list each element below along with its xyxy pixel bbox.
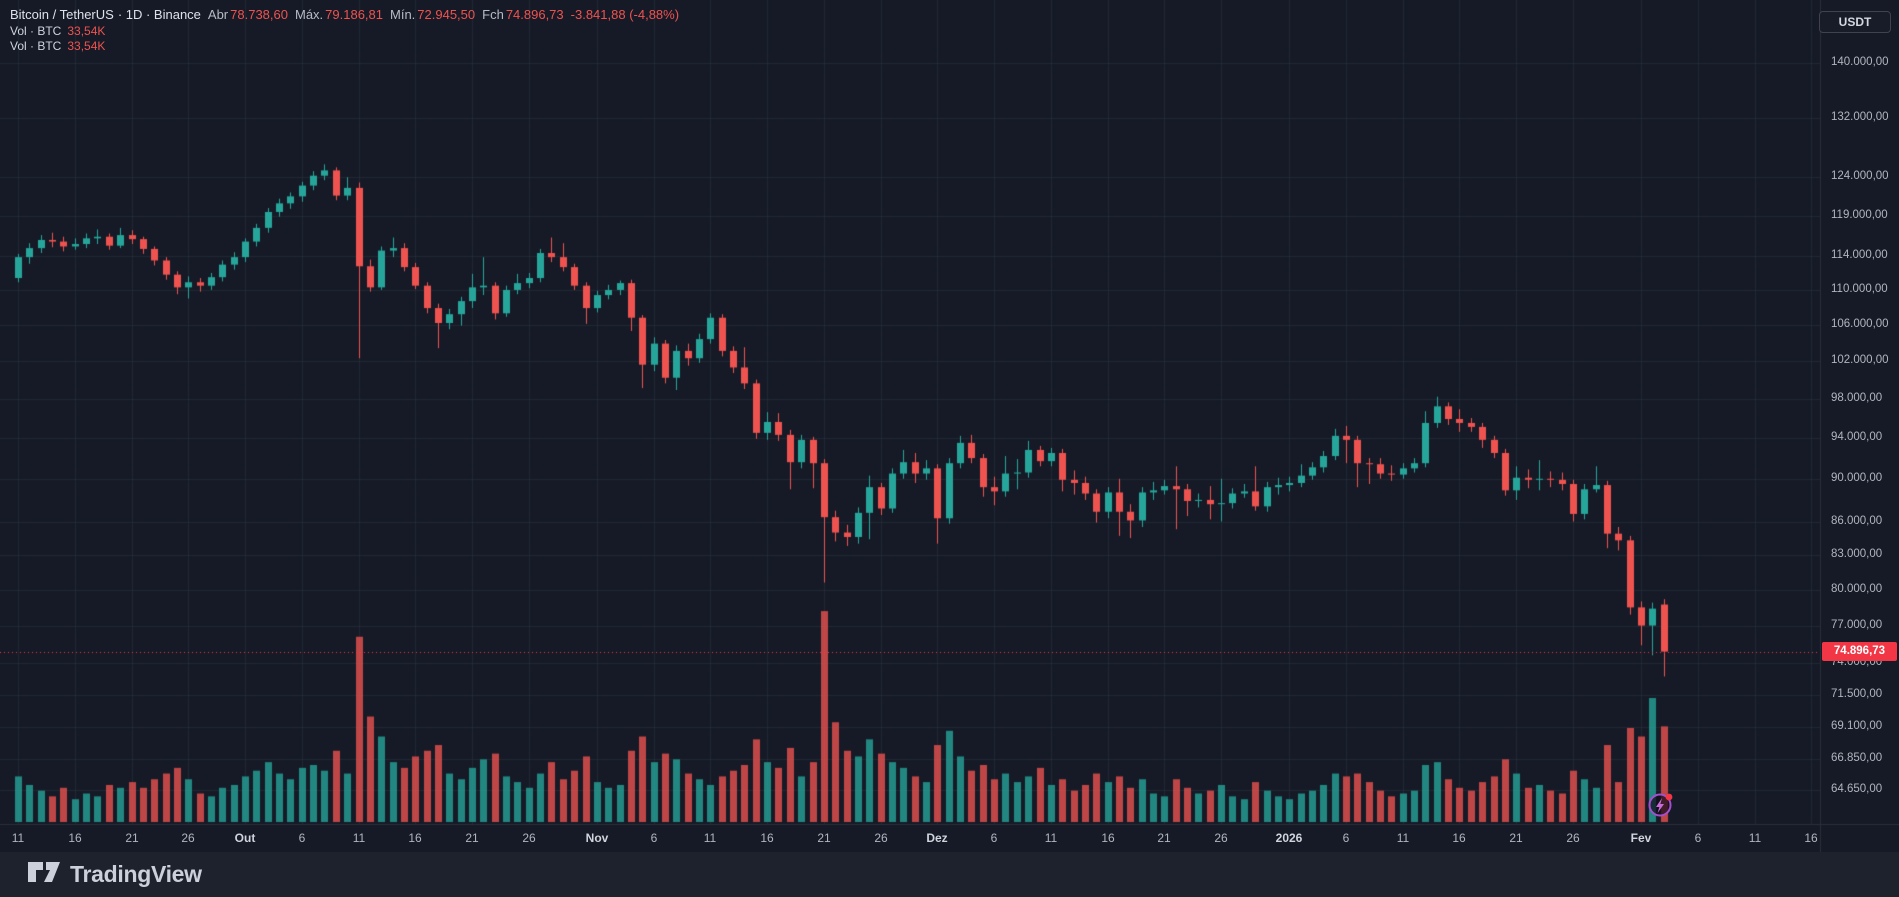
candlestick-chart-canvas[interactable]	[0, 0, 1899, 852]
symbol-meta: · 1D · Binance	[117, 7, 201, 22]
time-axis-label: 11	[703, 831, 717, 845]
time-axis-label: Out	[234, 831, 256, 845]
time-axis-label: 21	[1509, 831, 1523, 845]
time-axis-label: 26	[181, 831, 195, 845]
time-axis-label: Dez	[926, 831, 948, 845]
close-label: Fch	[482, 7, 504, 22]
volume-legend-row[interactable]: Vol · BTC 33,54K	[10, 23, 679, 38]
open-label: Abr	[207, 7, 229, 22]
tradingview-logo[interactable]: TradingView	[27, 859, 202, 890]
tradingview-logo-icon	[27, 859, 61, 890]
time-axis-label: 11	[1044, 831, 1058, 845]
time-axis-label: 11	[352, 831, 366, 845]
price-axis-label: 90.000,00	[1831, 472, 1883, 484]
watermark-bar: TradingView	[0, 852, 1899, 897]
price-axis-label: 124.000,00	[1831, 170, 1889, 182]
time-axis-label: 6	[1342, 831, 1350, 845]
time-axis-label: 21	[1157, 831, 1171, 845]
price-axis-label: 106.000,00	[1831, 318, 1889, 330]
price-axis-label: 64.650,00	[1831, 783, 1883, 795]
time-axis-label: 21	[125, 831, 139, 845]
time-axis-label: 26	[874, 831, 888, 845]
time-axis-label: 6	[650, 831, 658, 845]
price-axis-label: 98.000,00	[1831, 392, 1883, 404]
time-axis-label: 11	[1748, 831, 1762, 845]
high-value: 79.186,81	[325, 7, 383, 22]
price-axis-label: 102.000,00	[1831, 354, 1889, 366]
price-axis-label: 140.000,00	[1831, 56, 1889, 68]
price-axis-label: 77.000,00	[1831, 619, 1883, 631]
time-axis-label: 26	[1214, 831, 1228, 845]
time-axis-label: 26	[1566, 831, 1580, 845]
time-axis-label: 21	[817, 831, 831, 845]
last-price-tag[interactable]: 74.896,73	[1822, 642, 1897, 661]
price-axis-label: 94.000,00	[1831, 431, 1883, 443]
chart-legend: Bitcoin / TetherUS · 1D · Binance Abr 78.73…	[10, 7, 679, 53]
lightning-events-icon[interactable]	[1647, 790, 1675, 818]
time-axis-label: 16	[1804, 831, 1818, 845]
time-axis-label: 6	[990, 831, 998, 845]
time-axis-label: 16	[1452, 831, 1466, 845]
currency-usdt-button[interactable]: USDT	[1819, 11, 1891, 33]
price-axis-label: 114.000,00	[1831, 249, 1888, 261]
time-axis-label: 16	[408, 831, 422, 845]
price-axis-label: 110.000,00	[1831, 283, 1888, 295]
symbol-legend-row: Bitcoin / TetherUS · 1D · Binance Abr 78.73…	[10, 7, 679, 22]
time-axis-label: 2026	[1275, 831, 1303, 845]
price-axis-label: 86.000,00	[1831, 515, 1883, 527]
price-axis-label: 119.000,00	[1831, 209, 1888, 221]
change-value: -3.841,88 (-4,88%)	[570, 7, 680, 22]
time-axis-label: 11	[1396, 831, 1410, 845]
price-axis-label: 80.000,00	[1831, 583, 1883, 595]
price-axis-label: 132.000,00	[1831, 111, 1889, 123]
time-axis-label: 21	[465, 831, 479, 845]
time-axis-label: 16	[68, 831, 82, 845]
time-axis-label: Fev	[1630, 831, 1652, 845]
low-label: Mín.	[390, 7, 416, 22]
time-axis-label: 16	[1101, 831, 1115, 845]
volume-label: Vol · BTC	[10, 39, 62, 53]
time-axis-label: 6	[298, 831, 306, 845]
volume-value: 33,54K	[67, 39, 106, 53]
open-value: 78.738,60	[230, 7, 288, 22]
price-axis-label: 83.000,00	[1831, 548, 1883, 560]
time-axis-label: 26	[522, 831, 536, 845]
high-label: Máx.	[294, 7, 324, 22]
volume-label: Vol · BTC	[10, 24, 62, 38]
volume-legend-row[interactable]: Vol · BTC 33,54K	[10, 38, 679, 53]
time-axis-label: 16	[760, 831, 774, 845]
price-axis-label: 71.500,00	[1831, 688, 1883, 700]
time-axis-label: 11	[11, 831, 25, 845]
close-value: 74.896,73	[505, 7, 564, 22]
tradingview-logo-text: TradingView	[70, 861, 202, 887]
time-axis-label: Nov	[585, 831, 609, 845]
low-value: 72.945,50	[417, 7, 476, 22]
price-axis-label: 69.100,00	[1831, 720, 1883, 732]
time-axis-label: 6	[1694, 831, 1702, 845]
volume-value: 33,54K	[67, 24, 106, 38]
symbol-title[interactable]: Bitcoin / TetherUS	[10, 7, 114, 22]
price-axis-label: 66.850,00	[1831, 752, 1883, 764]
